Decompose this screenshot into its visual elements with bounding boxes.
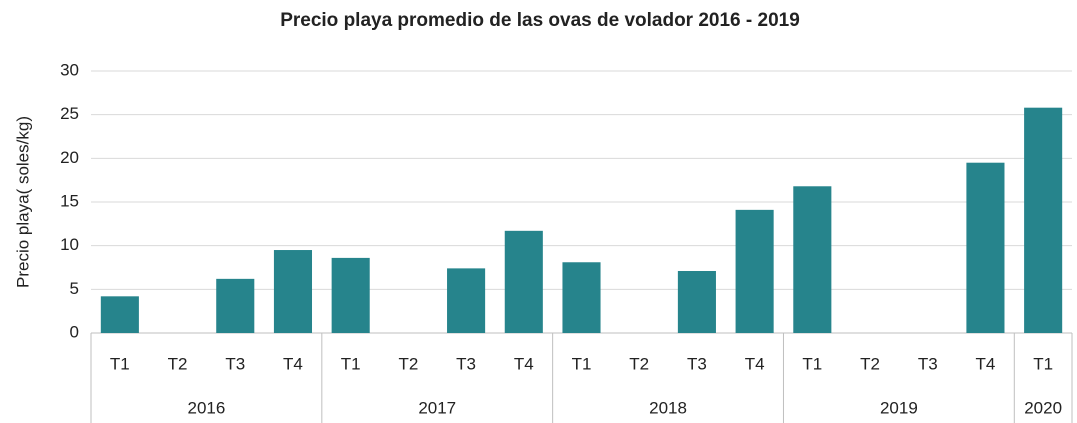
x-tick-label: T2 xyxy=(860,354,880,373)
x-tick-label: T4 xyxy=(976,354,996,373)
x-tick-label: T4 xyxy=(514,354,534,373)
bar xyxy=(504,230,543,333)
chart-title: Precio playa promedio de las ovas de vol… xyxy=(280,10,800,31)
x-tick-label: T3 xyxy=(456,354,476,373)
bar xyxy=(793,186,832,333)
bar xyxy=(273,250,313,333)
bar xyxy=(677,270,716,333)
y-tick-label: 0 xyxy=(70,322,79,341)
y-tick-label: 25 xyxy=(60,104,79,123)
bar xyxy=(735,209,774,333)
x-tick-label: T1 xyxy=(1033,354,1053,373)
x-tick-label: T1 xyxy=(110,354,130,373)
x-tick-label: T2 xyxy=(398,354,418,373)
y-tick-label: 20 xyxy=(60,148,79,167)
group-label: 2020 xyxy=(1024,398,1062,417)
x-tick-label: T2 xyxy=(629,354,649,373)
x-tick-label: T2 xyxy=(168,354,188,373)
x-tick-label: T4 xyxy=(745,354,765,373)
x-tick-label: T3 xyxy=(918,354,938,373)
y-tick-label: 15 xyxy=(60,191,79,210)
x-tick-label: T1 xyxy=(341,354,361,373)
group-label: 2016 xyxy=(187,398,225,417)
y-tick-label: 10 xyxy=(60,235,79,254)
bar xyxy=(331,257,370,333)
bar xyxy=(562,262,601,333)
bar xyxy=(447,268,486,333)
bar xyxy=(100,296,139,333)
bar xyxy=(966,162,1005,333)
x-tick-label: T1 xyxy=(572,354,592,373)
y-tick-label: 5 xyxy=(70,279,79,298)
x-tick-label: T3 xyxy=(225,354,245,373)
bar xyxy=(1024,107,1063,334)
group-label: 2019 xyxy=(880,398,918,417)
y-tick-label: 30 xyxy=(60,60,79,79)
group-label: 2017 xyxy=(418,398,456,417)
y-axis-label: Precio playa( soles/kg) xyxy=(13,116,32,288)
bar xyxy=(216,278,255,333)
group-label: 2018 xyxy=(649,398,687,417)
x-tick-label: T4 xyxy=(283,354,303,373)
x-tick-label: T1 xyxy=(802,354,822,373)
x-tick-label: T3 xyxy=(687,354,707,373)
